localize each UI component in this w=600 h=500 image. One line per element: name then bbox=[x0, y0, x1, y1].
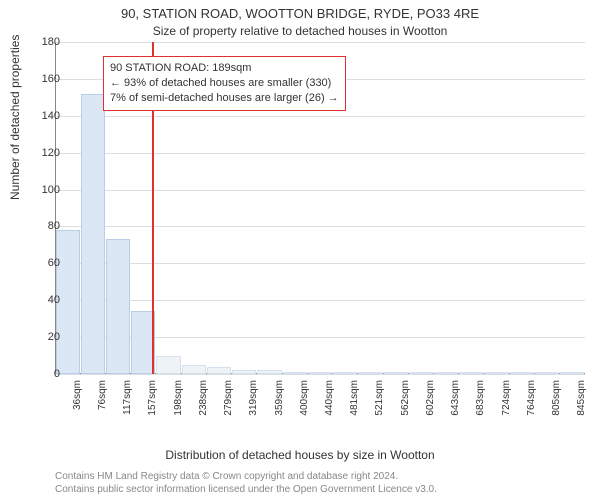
x-tick-label: 805sqm bbox=[551, 380, 562, 430]
y-tick-label: 100 bbox=[30, 184, 60, 196]
histogram-bar bbox=[358, 372, 382, 374]
histogram-bar bbox=[333, 372, 357, 374]
title-line-1: 90, STATION ROAD, WOOTTON BRIDGE, RYDE, … bbox=[0, 6, 600, 21]
x-tick-label: 279sqm bbox=[223, 380, 234, 430]
y-tick-label: 20 bbox=[30, 331, 60, 343]
histogram-bar bbox=[485, 372, 509, 374]
histogram-bar bbox=[81, 94, 105, 374]
histogram-bar bbox=[308, 372, 332, 374]
x-tick-label: 440sqm bbox=[324, 380, 335, 430]
gridline bbox=[55, 300, 585, 301]
histogram-bar bbox=[182, 365, 206, 374]
x-tick-label: 845sqm bbox=[576, 380, 587, 430]
annotation-line: ← 93% of detached houses are smaller (33… bbox=[110, 76, 339, 91]
x-tick-label: 117sqm bbox=[122, 380, 133, 430]
x-tick-label: 36sqm bbox=[72, 380, 83, 430]
histogram-bar bbox=[207, 367, 231, 374]
x-tick-label: 359sqm bbox=[274, 380, 285, 430]
x-tick-label: 76sqm bbox=[97, 380, 108, 430]
footer-line-2: Contains public sector information licen… bbox=[55, 483, 437, 496]
footer-attribution: Contains HM Land Registry data © Crown c… bbox=[55, 470, 437, 496]
x-tick-label: 481sqm bbox=[349, 380, 360, 430]
x-tick-label: 764sqm bbox=[526, 380, 537, 430]
histogram-bar bbox=[459, 372, 483, 374]
histogram-bar bbox=[106, 239, 130, 374]
annotation-line: 90 STATION ROAD: 189sqm bbox=[110, 61, 339, 76]
x-axis-label: Distribution of detached houses by size … bbox=[0, 448, 600, 462]
y-tick-label: 40 bbox=[30, 294, 60, 306]
x-tick-label: 602sqm bbox=[425, 380, 436, 430]
gridline bbox=[55, 374, 585, 375]
gridline bbox=[55, 42, 585, 43]
histogram-bar bbox=[560, 372, 584, 374]
footer-line-1: Contains HM Land Registry data © Crown c… bbox=[55, 470, 437, 483]
y-tick-label: 120 bbox=[30, 147, 60, 159]
x-tick-label: 157sqm bbox=[147, 380, 158, 430]
x-tick-label: 562sqm bbox=[400, 380, 411, 430]
y-tick-label: 80 bbox=[30, 220, 60, 232]
gridline bbox=[55, 153, 585, 154]
y-tick-label: 60 bbox=[30, 257, 60, 269]
chart-container: 90, STATION ROAD, WOOTTON BRIDGE, RYDE, … bbox=[0, 0, 600, 500]
x-tick-label: 400sqm bbox=[299, 380, 310, 430]
plot-inner: 36sqm76sqm117sqm157sqm198sqm238sqm279sqm… bbox=[55, 42, 585, 374]
histogram-bar bbox=[510, 372, 534, 374]
y-tick-label: 180 bbox=[30, 36, 60, 48]
y-tick-label: 0 bbox=[30, 368, 60, 380]
annotation-line: 7% of semi-detached houses are larger (2… bbox=[110, 91, 339, 106]
y-axis-label: Number of detached properties bbox=[8, 35, 22, 200]
x-tick-label: 683sqm bbox=[475, 380, 486, 430]
y-tick-label: 160 bbox=[30, 73, 60, 85]
histogram-bar bbox=[232, 370, 256, 374]
histogram-bar bbox=[434, 372, 458, 374]
gridline bbox=[55, 116, 585, 117]
x-tick-label: 643sqm bbox=[450, 380, 461, 430]
histogram-bar bbox=[257, 370, 281, 374]
x-tick-label: 521sqm bbox=[374, 380, 385, 430]
histogram-bar bbox=[409, 372, 433, 374]
y-tick-label: 140 bbox=[30, 110, 60, 122]
x-tick-label: 724sqm bbox=[501, 380, 512, 430]
x-tick-label: 198sqm bbox=[173, 380, 184, 430]
gridline bbox=[55, 226, 585, 227]
title-line-2: Size of property relative to detached ho… bbox=[0, 24, 600, 38]
histogram-bar bbox=[283, 372, 307, 374]
annotation-box: 90 STATION ROAD: 189sqm← 93% of detached… bbox=[103, 56, 346, 111]
x-tick-label: 319sqm bbox=[248, 380, 259, 430]
gridline bbox=[55, 190, 585, 191]
histogram-bar bbox=[384, 372, 408, 374]
plot-area: 36sqm76sqm117sqm157sqm198sqm238sqm279sqm… bbox=[55, 42, 585, 374]
gridline bbox=[55, 263, 585, 264]
histogram-bar bbox=[156, 356, 180, 374]
x-tick-label: 238sqm bbox=[198, 380, 209, 430]
histogram-bar bbox=[535, 372, 559, 374]
